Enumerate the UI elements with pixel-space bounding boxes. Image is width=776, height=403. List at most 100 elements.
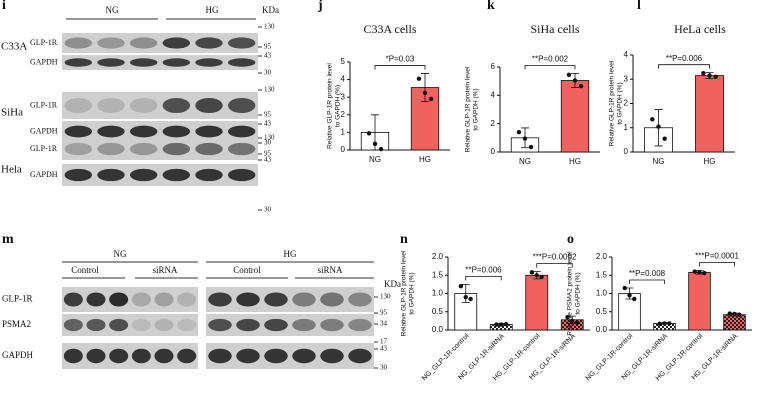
unit-label: KDa (262, 5, 279, 15)
bar (688, 271, 711, 331)
y-tick-label: 5 (341, 57, 346, 66)
blot-band (154, 292, 174, 307)
y-axis-label: to GAPDH (%) (473, 88, 480, 130)
marker-label: 130 (264, 134, 275, 142)
blot-band (320, 348, 344, 364)
blot-band (195, 125, 223, 138)
x-tick-label: HG (704, 157, 716, 166)
blot-band (236, 348, 260, 364)
significance-label: **P=0.006 (465, 265, 502, 274)
blot-band (64, 168, 93, 182)
row-label: GAPDH (2, 350, 34, 360)
blot-background (206, 287, 374, 312)
significance-bracket (374, 65, 426, 70)
data-point (416, 76, 422, 81)
blot-band (227, 168, 256, 182)
significance-bracket (524, 64, 576, 70)
blot-band (162, 168, 191, 182)
marker-label: 34 (380, 320, 388, 328)
marker-label: 95 (264, 43, 272, 51)
bar (723, 314, 746, 331)
blot-band (129, 168, 158, 182)
blot-band (129, 142, 158, 156)
y-tick-label: 0 (624, 147, 629, 156)
blot-band (177, 292, 197, 307)
y-tick-label: 1 (341, 128, 346, 137)
data-point (702, 270, 707, 276)
blot-band (63, 318, 83, 332)
blot-band (154, 348, 174, 364)
data-point (713, 74, 718, 80)
group-label: HG (206, 5, 219, 15)
blot-band (264, 318, 288, 332)
data-point (566, 72, 572, 77)
blot-band (264, 292, 288, 307)
blot-band (227, 97, 256, 114)
panel-label: i (2, 0, 6, 13)
data-point (622, 285, 627, 291)
subgroup-label: Control (233, 265, 261, 275)
blot-band (236, 318, 260, 332)
panel-label: l (637, 0, 641, 13)
y-axis-label: Relative GLP-1R protein level (609, 60, 616, 146)
blot-band (320, 318, 344, 332)
blot-band (64, 58, 93, 67)
blot-band (195, 142, 223, 156)
blot-band (97, 58, 125, 67)
blot-band (97, 97, 125, 114)
data-point (516, 129, 522, 135)
data-point (701, 70, 706, 76)
blot-background (62, 287, 198, 312)
blot-band (177, 318, 197, 332)
y-tick-label: 2.0 (432, 252, 444, 261)
blot-band (208, 348, 232, 364)
y-tick-label: 2.0 (596, 252, 608, 261)
y-tick-label: 2 (491, 119, 496, 128)
blot-band (162, 125, 191, 138)
blot-band (131, 318, 151, 332)
panel-label: m (2, 232, 14, 247)
data-point (627, 293, 632, 298)
data-point (499, 322, 504, 327)
blot-band (129, 125, 158, 138)
blot-band (227, 125, 256, 138)
data-point (565, 315, 570, 320)
blot-band (162, 142, 191, 156)
group-label: NG (106, 5, 119, 15)
blot-band (208, 318, 232, 332)
chart-title: C33A cells (364, 22, 417, 36)
blot-band (227, 142, 256, 156)
marker-label: 43 (264, 120, 272, 128)
x-tick-label: NG (369, 155, 381, 164)
data-point (662, 136, 667, 141)
cell-label: Hela (1, 164, 22, 176)
data-point (574, 320, 580, 325)
bar (695, 75, 724, 153)
data-point (732, 311, 737, 317)
blot-band (292, 292, 316, 307)
y-axis-label: Relative GLP-1R protein level (327, 63, 334, 149)
blot-band (63, 292, 83, 307)
blot-background (62, 92, 258, 119)
x-tick-label: NG (519, 157, 531, 166)
unit-label: KDa (384, 279, 401, 289)
data-point (366, 131, 372, 136)
y-tick-label: 3 (341, 92, 346, 101)
marker-label: 95 (380, 309, 388, 317)
y-axis-label: to GAPDH (%) (617, 82, 624, 124)
data-point (667, 321, 672, 326)
significance-label: **P=0.006 (666, 54, 703, 63)
blot-band (195, 97, 223, 114)
blot-band (154, 318, 174, 332)
y-tick-label: 4 (491, 90, 496, 99)
data-point (428, 96, 434, 102)
blot-band (109, 292, 129, 307)
y-tick-label: 1.0 (596, 289, 608, 298)
row-label: PSMA2 (2, 319, 31, 329)
blot-band (162, 37, 191, 49)
blot-background (206, 343, 374, 369)
group-label: NG (114, 249, 127, 259)
marker-label: 95 (264, 111, 272, 119)
y-axis-label: to GAPDH (%) (575, 272, 582, 314)
blot-band (162, 58, 191, 67)
